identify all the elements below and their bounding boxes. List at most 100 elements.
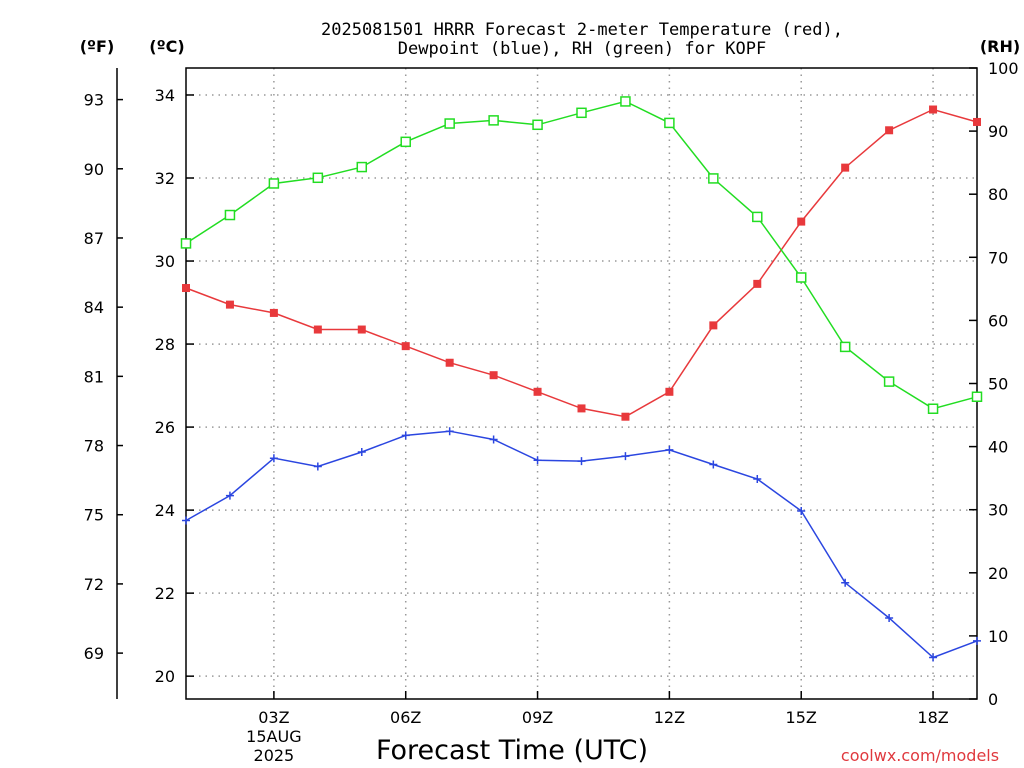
- x-axis-label: Forecast Time (UTC): [376, 735, 648, 766]
- rh-tick-label: 30: [988, 501, 1008, 520]
- temperature-point: [929, 105, 938, 114]
- rh-tick-label: 100: [988, 59, 1019, 78]
- temperature-series: [182, 105, 981, 421]
- rh-point: [180, 238, 192, 249]
- rh-point: [664, 117, 675, 129]
- dewpoint-point: [357, 447, 366, 456]
- rh-unit-label: (RH): [980, 37, 1020, 56]
- rh-point: [224, 209, 236, 221]
- dewpoint-point: [313, 462, 322, 471]
- rh-tick-label: 40: [988, 438, 1008, 457]
- celsius-tick-label: 34: [155, 86, 175, 105]
- temperature-point: [665, 387, 674, 396]
- fahrenheit-tick-label: 69: [84, 644, 104, 663]
- x-tick-label: 12Z: [654, 708, 685, 727]
- temperature-point: [489, 371, 498, 380]
- dewpoint-point: [797, 506, 806, 515]
- dewpoint-point: [445, 427, 454, 436]
- temperature-point: [313, 325, 322, 334]
- temperature-point: [533, 387, 542, 396]
- x-tick-label: 06Z: [390, 708, 421, 727]
- temperature-point: [577, 404, 586, 413]
- rh-tick-label: 10: [988, 627, 1008, 646]
- fahrenheit-tick-label: 93: [84, 91, 104, 110]
- rh-point: [620, 96, 631, 107]
- rh-tick-label: 50: [988, 375, 1008, 394]
- temperature-point: [885, 126, 894, 135]
- dewpoint-point: [929, 653, 938, 662]
- rh-point: [444, 118, 455, 129]
- dewpoint-point: [841, 578, 850, 587]
- rh-point: [839, 341, 851, 353]
- dewpoint-point: [885, 614, 894, 623]
- temperature-point: [753, 279, 762, 288]
- rh-series: [180, 96, 983, 414]
- celsius-tick-label: 24: [155, 501, 175, 520]
- rh-tick-label: 90: [988, 122, 1008, 141]
- rh-point: [971, 391, 983, 403]
- temperature-point: [357, 325, 366, 334]
- temperature-line: [185, 108, 978, 418]
- temperature-point: [709, 321, 718, 330]
- celsius-tick-label: 22: [155, 584, 175, 603]
- temperature-point: [225, 300, 234, 309]
- dewpoint-line: [185, 430, 978, 659]
- celsius-tick-label: 20: [155, 667, 175, 686]
- celsius-tick-label: 30: [155, 252, 175, 271]
- chart-title-line2: Dewpoint (blue), RH (green) for KOPF: [398, 39, 766, 59]
- rh-tick-label: 70: [988, 248, 1008, 267]
- dewpoint-point: [973, 636, 981, 645]
- rh-point: [883, 376, 895, 387]
- rh-tick-label: 80: [988, 185, 1008, 204]
- rh-point: [752, 211, 763, 223]
- dewpoint-point: [225, 491, 234, 500]
- rh-point: [927, 403, 939, 414]
- celsius-tick-label: 26: [155, 418, 175, 437]
- fahrenheit-tick-label: 87: [84, 229, 104, 248]
- temperature-point: [973, 117, 981, 126]
- rh-point: [400, 136, 411, 148]
- temperature-point: [797, 217, 806, 226]
- dewpoint-point: [577, 457, 586, 466]
- rh-tick-label: 20: [988, 564, 1008, 583]
- rh-point: [532, 119, 543, 131]
- x-tick-year: 2025: [254, 746, 295, 765]
- dewpoint-point: [709, 460, 718, 469]
- temperature-point: [841, 163, 850, 172]
- fahrenheit-tick-label: 78: [84, 437, 104, 456]
- axes: [116, 67, 978, 700]
- plot-frame: [185, 67, 978, 700]
- fahrenheit-tick-label: 81: [84, 367, 104, 386]
- dewpoint-point: [665, 445, 674, 454]
- temperature-point: [401, 342, 410, 351]
- rh-point: [795, 272, 807, 283]
- x-tick-label: 03Z: [258, 708, 289, 727]
- dewpoint-series: [182, 427, 981, 662]
- dewpoint-point: [182, 516, 190, 525]
- temperature-point: [621, 412, 630, 421]
- fahrenheit-tick-label: 72: [84, 575, 104, 594]
- temperature-point: [269, 308, 278, 317]
- temperature-point: [182, 284, 190, 293]
- rh-point: [312, 172, 324, 184]
- fahrenheit-tick-label: 84: [84, 298, 104, 317]
- rh-point: [268, 178, 280, 189]
- rh-tick-label: 60: [988, 311, 1008, 330]
- rh-point: [488, 115, 499, 126]
- credit-link[interactable]: coolwx.com/models: [841, 746, 999, 765]
- fahrenheit-unit-label: (ºF): [80, 37, 115, 56]
- temperature-point: [445, 358, 454, 367]
- rh-tick-label: 0: [988, 690, 998, 709]
- chart-title-line1: 2025081501 HRRR Forecast 2-meter Tempera…: [321, 20, 843, 40]
- dewpoint-point: [753, 474, 762, 483]
- dewpoint-point: [621, 452, 630, 461]
- dewpoint-point: [401, 431, 410, 440]
- fahrenheit-tick-label: 75: [84, 506, 104, 525]
- x-tick-date: 15AUG: [246, 727, 301, 746]
- celsius-tick-label: 28: [155, 335, 175, 354]
- rh-point: [356, 161, 368, 173]
- grid-lines: [186, 68, 977, 699]
- rh-point: [708, 173, 719, 184]
- fahrenheit-tick-label: 90: [84, 160, 104, 179]
